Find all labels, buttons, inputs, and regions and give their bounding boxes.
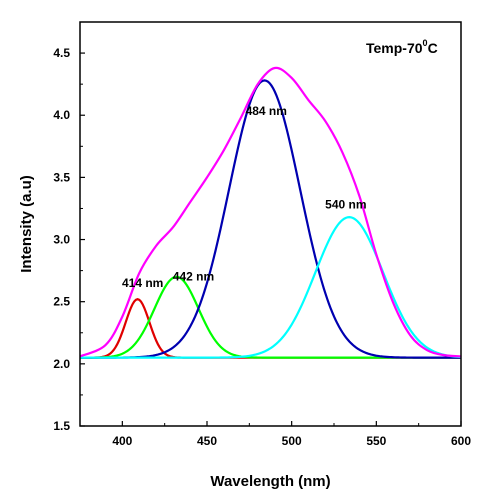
peak-annotations: 414 nm 442 nm 484 nm 540 nm xyxy=(122,104,367,290)
peak-484-curve xyxy=(80,79,461,359)
peak-540-curve xyxy=(80,216,461,359)
legend-label: Temp-700C xyxy=(366,38,438,56)
y-tick-label: 3.5 xyxy=(53,170,70,184)
legend-superscript: 0 xyxy=(423,38,428,48)
peak-label: 484 nm xyxy=(246,104,287,118)
y-tick-label: 4.0 xyxy=(53,108,70,122)
x-tick-label: 400 xyxy=(112,434,132,448)
x-axis-label: Wavelength (nm) xyxy=(210,473,330,490)
x-tick-label: 550 xyxy=(366,434,386,448)
envelope-curve xyxy=(80,66,461,358)
plot-frame xyxy=(79,21,462,427)
peak-label: 414 nm xyxy=(122,276,163,290)
peak-label: 540 nm xyxy=(325,197,366,211)
y-tick-label: 2.5 xyxy=(53,295,70,309)
x-tick-label: 500 xyxy=(282,434,302,448)
x-tick-label: 600 xyxy=(451,434,471,448)
y-tick-label: 4.5 xyxy=(53,46,70,60)
y-axis-label: Intensity (a.u) xyxy=(18,175,35,273)
y-tick-label: 1.5 xyxy=(53,419,70,433)
legend-suffix: C xyxy=(428,40,438,56)
x-tick-label: 450 xyxy=(197,434,217,448)
peak-label: 442 nm xyxy=(173,270,214,284)
curves xyxy=(80,66,461,359)
y-tick-label: 3.0 xyxy=(53,233,70,247)
x-axis: 400 450 500 550 600 xyxy=(79,421,471,448)
y-axis: 1.5 2.0 2.5 3.0 3.5 4.0 4.5 xyxy=(53,46,85,433)
y-tick-label: 2.0 xyxy=(53,357,70,371)
legend-text: Temp-70 xyxy=(366,40,423,56)
